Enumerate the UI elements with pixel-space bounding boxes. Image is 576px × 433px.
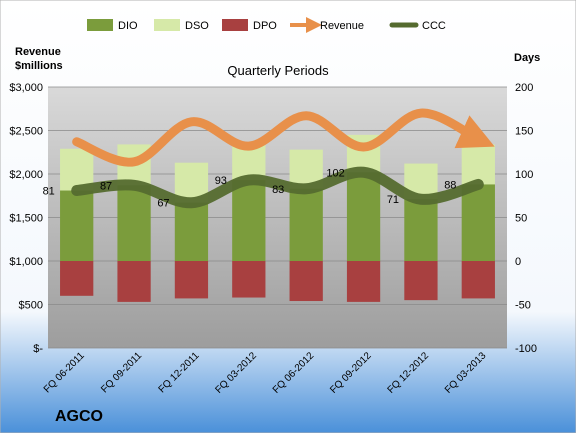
right-tick-label: 50 bbox=[515, 213, 527, 225]
chart-title: Quarterly Periods bbox=[227, 63, 329, 78]
ccc-data-label: 88 bbox=[444, 179, 456, 191]
company-name: AGCO bbox=[55, 408, 103, 425]
right-tick-label: 100 bbox=[515, 169, 533, 181]
right-tick-label: 0 bbox=[515, 256, 521, 268]
revenue-line bbox=[72, 108, 495, 167]
bar-dpo bbox=[346, 261, 381, 302]
left-tick-label: $2,000 bbox=[9, 169, 43, 181]
legend-swatch-dpo bbox=[222, 19, 248, 31]
bar-dio bbox=[404, 199, 438, 261]
ccc-data-label: 102 bbox=[326, 167, 344, 179]
bar-dpo bbox=[289, 261, 323, 302]
legend-item: CCC bbox=[389, 20, 446, 32]
right-tick-label: 200 bbox=[515, 82, 533, 94]
legend-label: DPO bbox=[253, 20, 277, 32]
left-tick-label: $500 bbox=[19, 300, 43, 312]
lines-layer bbox=[71, 108, 495, 209]
bar-dio bbox=[289, 188, 323, 261]
legend-swatch-dso bbox=[154, 19, 180, 31]
legend-label: CCC bbox=[422, 20, 446, 32]
bar-dio bbox=[461, 184, 495, 261]
bar-dio bbox=[346, 172, 381, 261]
legend-label: Revenue bbox=[320, 20, 364, 32]
legend-label: DIO bbox=[118, 20, 138, 32]
right-axis-label: Days bbox=[514, 52, 540, 64]
bar-dio bbox=[232, 180, 266, 261]
left-tick-label: $2,500 bbox=[9, 126, 43, 138]
ccc-data-label: 67 bbox=[157, 198, 169, 210]
ccc-data-label: 83 bbox=[272, 184, 284, 196]
left-tick-label: $- bbox=[33, 343, 43, 355]
ccc-data-label: 81 bbox=[43, 186, 55, 198]
left-tick-label: $1,500 bbox=[9, 213, 43, 225]
data-labels-layer: 81 87 67 93 83 102 71 88 bbox=[43, 167, 457, 209]
bar-dio bbox=[60, 190, 94, 261]
bar-dpo bbox=[404, 261, 438, 301]
right-tick-label: -100 bbox=[515, 343, 537, 355]
bar-dpo bbox=[117, 261, 151, 302]
right-tick-label: -50 bbox=[515, 300, 531, 312]
bar-dpo bbox=[232, 261, 266, 298]
left-axis-label-line2: $millions bbox=[15, 60, 63, 72]
legend-item: Revenue bbox=[290, 17, 364, 33]
left-tick-label: $3,000 bbox=[9, 82, 43, 94]
bar-dpo bbox=[461, 261, 495, 299]
left-axis-ticks: $- $500 $1,000 $1,500 $2,000 $2,500 $3,000 bbox=[9, 82, 43, 355]
bar-dpo bbox=[174, 261, 209, 299]
ccc-data-label: 93 bbox=[215, 175, 227, 187]
legend-label: DSO bbox=[185, 20, 209, 32]
bar-dio bbox=[117, 185, 151, 261]
ccc-line bbox=[71, 166, 484, 209]
bar-dso bbox=[461, 144, 495, 185]
bar-dio bbox=[174, 202, 209, 261]
legend-swatch-dio bbox=[87, 19, 113, 31]
bar-dpo bbox=[60, 261, 94, 296]
right-tick-label: 150 bbox=[515, 126, 533, 138]
ccc-data-label: 87 bbox=[100, 180, 112, 192]
left-axis-label-line1: Revenue bbox=[15, 46, 61, 58]
left-tick-label: $1,000 bbox=[9, 256, 43, 268]
legend: DIO DSO DPO Revenue CCC bbox=[87, 17, 446, 33]
right-axis-ticks: -100 -50 0 50 100 150 200 bbox=[515, 82, 537, 355]
legend-item: DIO bbox=[87, 19, 138, 32]
legend-item: DPO bbox=[222, 19, 277, 32]
ccc-data-label: 71 bbox=[387, 194, 399, 206]
legend-item: DSO bbox=[154, 19, 209, 32]
